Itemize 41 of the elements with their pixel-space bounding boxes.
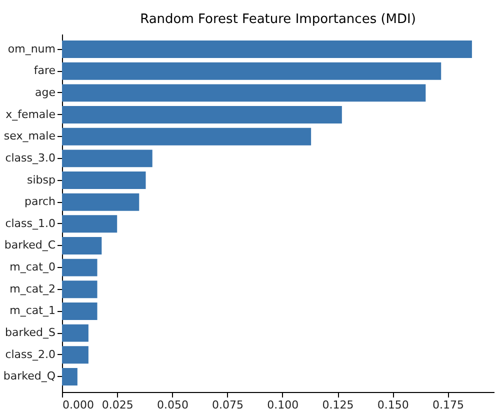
y-tick-label: class_1.0 [5,216,56,230]
y-tick-label: m_cat_0 [10,260,56,274]
y-tick-label: m_cat_2 [10,282,56,296]
y-tick-label: barked_S [5,326,56,340]
bar [62,106,342,124]
bar [62,324,88,342]
bar [62,258,98,276]
bar [62,215,118,233]
y-tick-label: sibsp [27,173,56,186]
bar [62,40,472,58]
bar [62,368,78,386]
bar [62,84,426,102]
x-tick-label: 0.150 [377,398,409,412]
y-tick-label: age [35,86,56,99]
y-tick-label: barked_C [4,238,56,252]
x-tick-label: 0.175 [432,398,464,412]
chart-title: Random Forest Feature Importances (MDI) [140,12,416,27]
y-tick-label: parch [24,195,56,208]
bar [62,237,102,254]
x-tick-label: 0.125 [322,398,354,412]
x-tick-label: 0.100 [267,398,299,412]
y-tick-label: om_num [8,42,56,56]
x-tick-label: 0.000 [62,398,94,412]
bar [62,128,312,146]
y-tick-label: m_cat_1 [10,304,56,318]
y-tick-label: barked_Q [3,370,56,383]
bar [62,280,98,298]
bar [62,302,98,320]
bar [62,346,88,364]
bar [62,150,152,168]
y-tick-label: class_3.0 [5,151,56,164]
y-tick-label: x_female [6,108,56,121]
x-tick-label: 0.050 [156,398,188,412]
y-tick-label: fare [34,64,56,78]
bar [62,172,146,189]
bar [62,62,442,80]
y-tick-label: class_2.0 [5,348,56,361]
x-tick-label: 0.025 [102,398,134,412]
x-tick-label: 0.075 [212,398,244,412]
bar [62,193,140,211]
y-tick-label: sex_male [4,130,56,143]
